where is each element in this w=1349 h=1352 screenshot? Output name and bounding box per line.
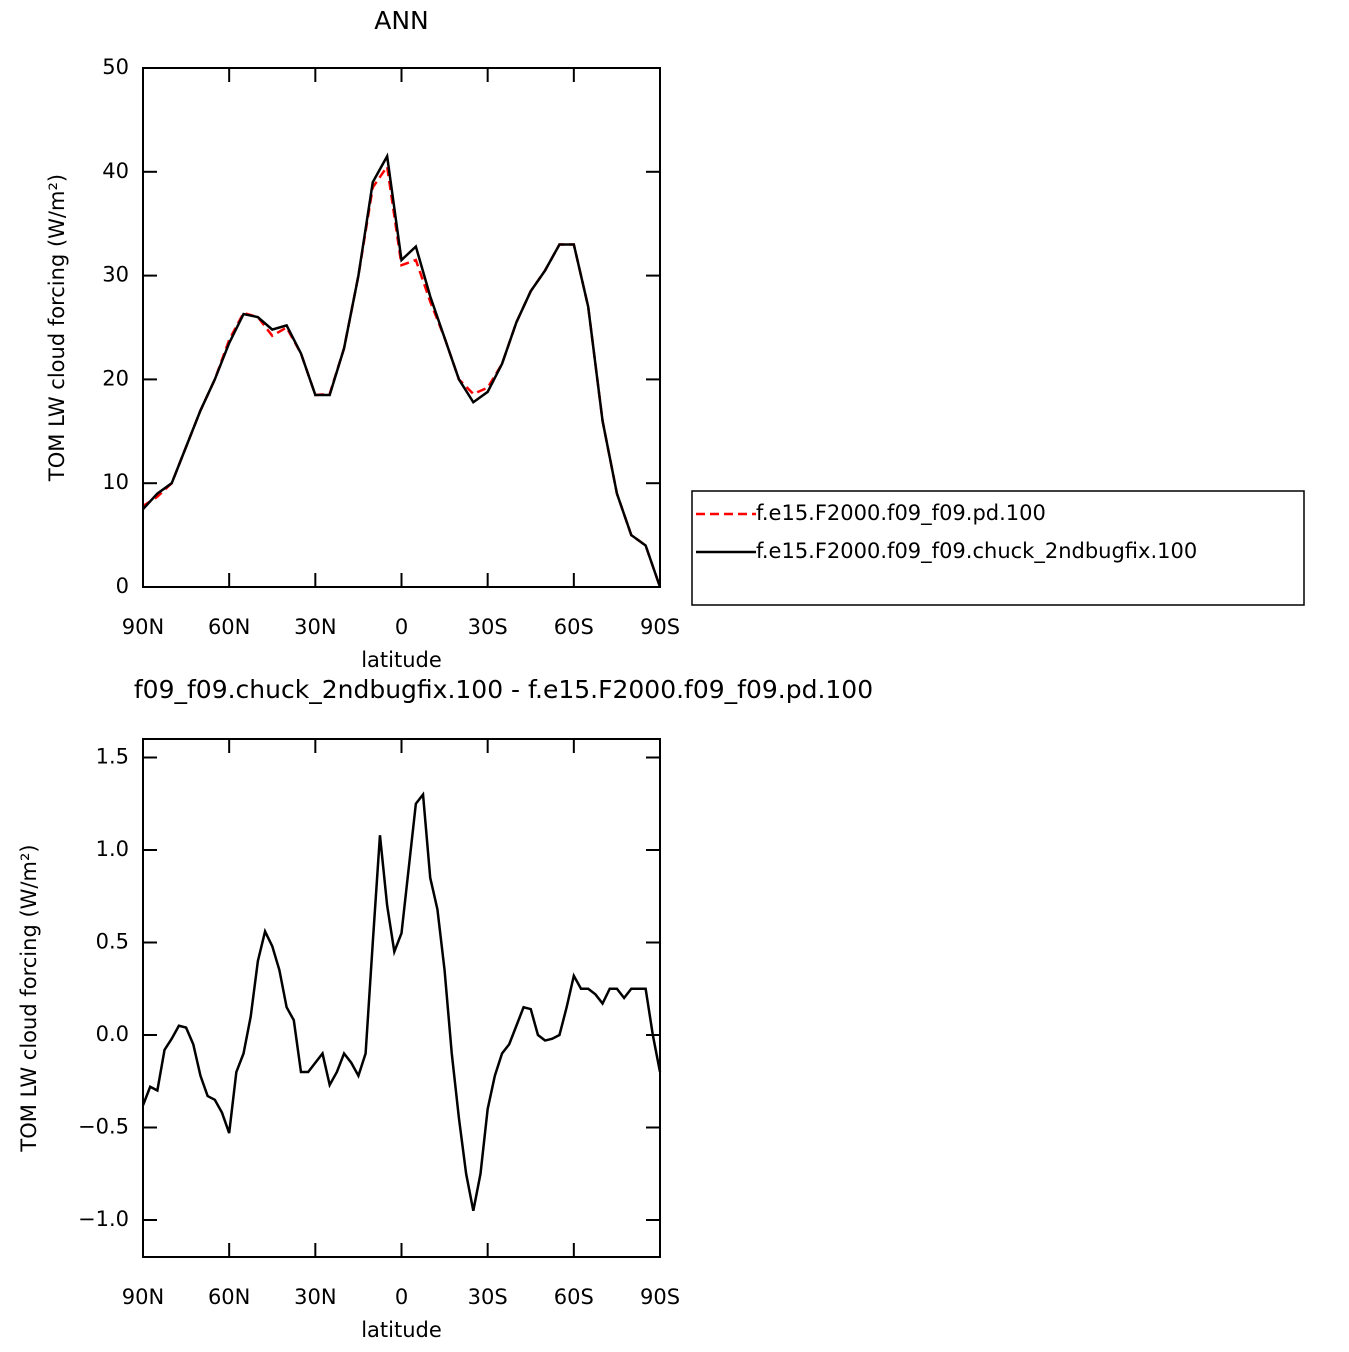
x-tick-label: 30S (468, 1285, 508, 1309)
y-tick-label: 10 (102, 470, 129, 494)
x-tick-label: 60N (208, 1285, 250, 1309)
x-tick-label: 90N (122, 615, 164, 639)
x-tick-label: 90S (640, 615, 680, 639)
y-tick-label: 20 (102, 366, 129, 390)
chart-title: ANN (374, 6, 429, 35)
x-tick-label: 0 (395, 1285, 408, 1309)
x-tick-label: 90N (122, 1285, 164, 1309)
chart-title: f09_f09.chuck_2ndbugfix.100 - f.e15.F200… (134, 675, 873, 704)
legend-label: f.e15.F2000.f09_f09.chuck_2ndbugfix.100 (756, 539, 1197, 564)
y-tick-label: 0.0 (96, 1022, 129, 1046)
x-tick-label: 60S (554, 615, 594, 639)
y-tick-label: 1.5 (96, 745, 129, 769)
y-tick-label: −1.0 (78, 1207, 129, 1231)
y-axis-label: TOM LW cloud forcing (W/m²) (17, 844, 41, 1152)
legend-label: f.e15.F2000.f09_f09.pd.100 (756, 501, 1046, 526)
x-tick-label: 60N (208, 615, 250, 639)
x-tick-label: 0 (395, 615, 408, 639)
plot-frame (142, 67, 661, 588)
data-line (142, 152, 662, 588)
y-tick-label: −0.5 (78, 1115, 129, 1139)
y-axis-label: TOM LW cloud forcing (W/m²) (45, 174, 69, 482)
x-tick-label: 90S (640, 1285, 680, 1309)
y-tick-label: 0.5 (96, 930, 129, 954)
y-tick-label: 40 (102, 159, 129, 183)
legend-box (691, 490, 1305, 606)
y-tick-label: 0 (116, 574, 129, 598)
data-line (142, 163, 662, 588)
x-tick-label: 60S (554, 1285, 594, 1309)
data-line (141, 791, 662, 1211)
x-tick-label: 30N (294, 615, 336, 639)
x-tick-label: 30S (468, 615, 508, 639)
plot-frame (142, 738, 661, 1258)
x-axis-label: latitude (361, 1318, 442, 1342)
x-axis-label: latitude (361, 648, 442, 672)
y-tick-label: 1.0 (96, 837, 129, 861)
x-tick-label: 30N (294, 1285, 336, 1309)
y-tick-label: 50 (102, 55, 129, 79)
y-tick-label: 30 (102, 263, 129, 287)
